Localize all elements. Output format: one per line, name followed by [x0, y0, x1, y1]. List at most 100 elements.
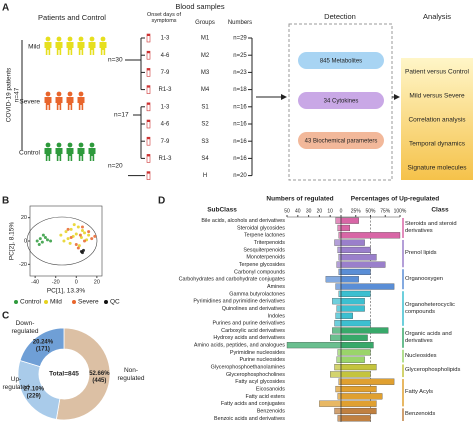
count-bar	[338, 232, 342, 239]
tube-icon	[147, 102, 150, 105]
person-icon	[78, 91, 84, 97]
count-bar	[335, 283, 342, 290]
point	[38, 237, 42, 241]
percent-bar	[340, 400, 377, 407]
panel-label: C	[2, 311, 9, 322]
detection-label: 845 Metabolites	[320, 59, 362, 65]
point	[87, 230, 91, 234]
x-tick-label: 0	[340, 208, 343, 214]
y-tick-label: 20	[21, 215, 27, 221]
person-icon	[56, 91, 62, 97]
percent-bar	[340, 385, 377, 393]
point	[45, 238, 49, 242]
person-icon	[78, 36, 84, 42]
table-cell: M1	[201, 36, 210, 42]
x-tick-label: 25%	[351, 208, 362, 214]
count-bar	[335, 217, 342, 224]
legend-label: Control	[20, 299, 42, 306]
point	[66, 237, 70, 241]
subclass-label: Carbonyl compounds	[234, 269, 285, 275]
column-header: Class	[431, 207, 449, 214]
axis-title: Percentages of Up-regulated	[351, 196, 440, 203]
panel-label: D	[158, 196, 165, 207]
subclass-label: Monoterpenoids	[246, 255, 285, 261]
analysis-item: Temporal dynamics	[409, 141, 466, 148]
detection-box	[288, 23, 393, 181]
slice-percent: 52.66%	[89, 371, 110, 377]
count-bar	[336, 261, 342, 268]
column-header: SubClass	[207, 207, 237, 214]
percent-bar	[340, 334, 368, 341]
person-icon	[45, 36, 51, 42]
percent-bar	[340, 290, 371, 297]
count-bar	[338, 254, 342, 261]
person-icon	[89, 36, 95, 42]
point	[90, 237, 94, 241]
point	[35, 239, 39, 243]
percent-bar	[340, 217, 359, 224]
point	[81, 248, 85, 252]
table-cell: n=23	[233, 70, 247, 76]
subclass-label: Steroidal glycosides	[237, 225, 285, 231]
point	[72, 223, 76, 227]
point	[64, 230, 68, 234]
percent-bar	[340, 232, 401, 239]
count-bar	[338, 290, 342, 297]
count-bar	[330, 371, 342, 378]
group-label: Control	[19, 150, 41, 157]
class-label: Nucleosides	[405, 352, 437, 359]
analysis-item: Mild versus Severe	[409, 93, 465, 100]
count-bar	[330, 334, 342, 341]
person-icon	[99, 42, 107, 55]
x-tick-label: 20	[94, 279, 100, 285]
subclass-label: Benzenoids	[257, 408, 285, 414]
subclass-label: Purine nucleosides	[239, 357, 285, 363]
percent-bar	[340, 239, 365, 246]
x-tick-label: -40	[31, 279, 39, 285]
tube-icon	[147, 171, 150, 174]
count-bar	[334, 320, 342, 327]
count-bar	[337, 415, 342, 422]
point	[87, 233, 91, 237]
person-icon	[66, 97, 74, 110]
point	[76, 225, 80, 229]
percent-bar	[340, 349, 371, 356]
y-tick-label: 0	[24, 238, 27, 244]
tube-icon	[147, 85, 150, 88]
point	[69, 236, 73, 239]
point	[37, 243, 41, 246]
x-tick-label: 50	[284, 208, 290, 214]
table-cell: n=16	[233, 139, 247, 145]
person-icon	[55, 148, 63, 161]
percent-bar	[340, 327, 389, 334]
y-axis-label: PC[2], 8.15%	[9, 222, 16, 261]
x-tick-label: -20	[52, 279, 60, 285]
legend-label: Severe	[78, 299, 99, 306]
x-tick-label: 50%	[365, 208, 376, 214]
point	[62, 239, 66, 243]
analysis-box	[401, 58, 473, 180]
category-label: Up-regulated	[2, 376, 30, 391]
percent-bar	[340, 283, 395, 290]
table-cell: M3	[201, 70, 210, 76]
class-label: Steroids and steroid derivatives	[405, 220, 457, 234]
subclass-label: Benzoic acids and derivatives	[214, 416, 285, 422]
tube-icon	[147, 34, 150, 36]
subclass-label: Quinolines and derivatives	[222, 306, 286, 312]
count-bar	[337, 393, 342, 400]
subclass-label: Fatty acyl glycosides	[235, 379, 285, 385]
slice-count: (229)	[27, 394, 41, 400]
class-label: Prenol lipids	[405, 250, 437, 257]
column-header: Numbers	[227, 20, 253, 26]
percent-bar	[340, 224, 351, 232]
group-label: Severe	[19, 99, 40, 106]
subclass-label: Fatty acids and conjugates	[221, 401, 285, 407]
subclass-label: Sesquiterpenoids	[243, 247, 285, 253]
subclass-label: Glycerophosphoethanolamines	[211, 365, 286, 371]
class-label: Fatty Acyls	[405, 389, 434, 396]
point	[66, 227, 70, 231]
cohort-n: n=47	[14, 87, 21, 102]
subclass-label: Indoles	[268, 313, 286, 319]
percent-bar	[340, 268, 371, 275]
